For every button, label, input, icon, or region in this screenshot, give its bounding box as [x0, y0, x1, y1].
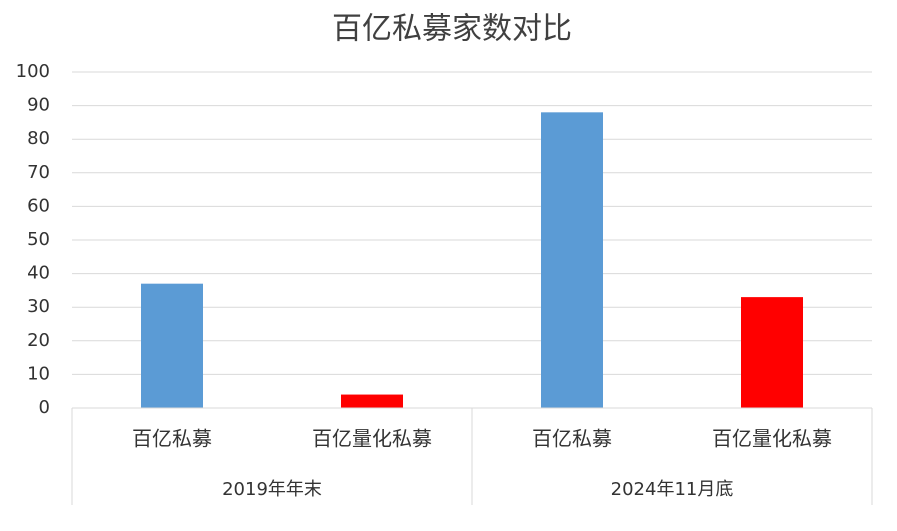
- y-tick-label: 90: [27, 95, 50, 116]
- bar: [741, 297, 803, 408]
- y-tick-label: 30: [27, 296, 50, 317]
- x-tick-label: 百亿量化私募: [712, 427, 832, 451]
- bar: [341, 394, 403, 408]
- y-tick-label: 0: [39, 397, 50, 418]
- x-tick-label: 百亿私募: [132, 427, 212, 451]
- y-tick-label: 100: [16, 61, 50, 82]
- x-tick-label: 百亿量化私募: [312, 427, 432, 451]
- group-label: 2019年年末: [222, 479, 322, 500]
- bar: [141, 283, 203, 408]
- y-tick-label: 50: [27, 229, 50, 250]
- y-tick-label: 80: [27, 128, 50, 149]
- chart-title: 百亿私募家数对比: [332, 12, 572, 47]
- y-tick-label: 70: [27, 162, 50, 183]
- y-tick-label: 40: [27, 263, 50, 284]
- group-label: 2024年11月底: [611, 479, 734, 500]
- bar: [541, 112, 603, 408]
- y-tick-label: 10: [27, 363, 50, 384]
- y-tick-label: 20: [27, 330, 50, 351]
- x-tick-label: 百亿私募: [532, 427, 612, 451]
- y-tick-label: 60: [27, 195, 50, 216]
